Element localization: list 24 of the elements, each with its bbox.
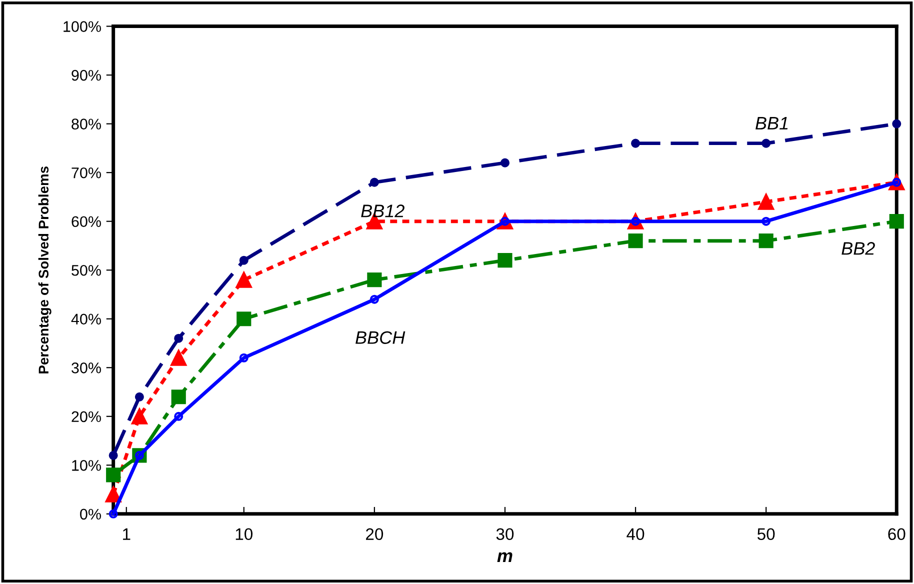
y-tick-label: 40% [71, 314, 101, 325]
x-tick-label: 1 [123, 528, 130, 540]
x-tick-label: 60 [888, 528, 906, 540]
y-axis-title: Percentage of Solved Problems [38, 166, 52, 374]
x-tick-label: 30 [496, 528, 514, 540]
series-label: BBCH [356, 331, 406, 344]
y-tick-label: 20% [72, 411, 101, 422]
y-tick-label: 30% [72, 362, 101, 374]
y-tick-label: 90% [72, 70, 101, 81]
y-tick-label: 0% [80, 508, 101, 520]
x-tick-label: 40 [626, 528, 644, 540]
y-tick-label: 10% [72, 460, 101, 471]
series-label: BB2 [842, 242, 875, 255]
y-tick-label: 50% [72, 264, 101, 276]
x-tick-label: 10 [236, 528, 253, 540]
x-tick-label: 20 [366, 528, 384, 540]
x-axis-title: m [497, 552, 512, 562]
y-tick-label: 70% [72, 167, 101, 178]
series-label: BB1 [756, 117, 788, 130]
y-tick-label: 60% [72, 216, 101, 228]
x-tick-label: 50 [757, 528, 775, 540]
series-label: BB12 [361, 204, 404, 218]
y-tick-label: 100% [64, 21, 101, 32]
y-tick-label: 80% [72, 118, 101, 130]
